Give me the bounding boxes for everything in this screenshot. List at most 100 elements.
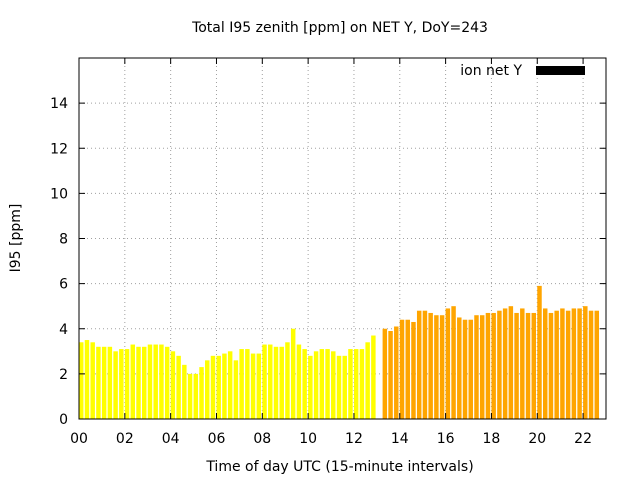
legend-swatch (536, 66, 585, 75)
bar (285, 342, 290, 419)
bar (325, 349, 330, 419)
bar (583, 306, 588, 419)
x-tick-label: 04 (162, 431, 180, 447)
bar (422, 310, 428, 419)
bar (210, 355, 216, 419)
x-tick-label: 02 (116, 431, 134, 447)
bar (434, 315, 439, 419)
bar (273, 346, 279, 419)
bar (474, 315, 479, 419)
bar (113, 351, 118, 419)
bar (577, 308, 582, 419)
bar (193, 373, 199, 419)
bar (428, 312, 433, 419)
bar (313, 351, 319, 419)
bar (319, 349, 325, 419)
bar (497, 310, 502, 419)
bar (262, 344, 267, 419)
x-tick-label: 22 (574, 431, 592, 447)
bar (457, 317, 462, 419)
bar (101, 346, 107, 419)
bar (256, 353, 262, 419)
bar (588, 310, 594, 419)
bar (365, 342, 370, 419)
bar (216, 355, 221, 419)
bar (451, 306, 456, 419)
bar (508, 306, 514, 419)
bar (296, 344, 302, 419)
bar (353, 349, 359, 419)
y-tick-label: 10 (50, 186, 68, 202)
bar (462, 319, 468, 419)
y-tick-label: 2 (59, 367, 68, 383)
bar (147, 344, 153, 419)
bar (485, 312, 491, 419)
bar (502, 308, 508, 419)
bar (548, 312, 554, 419)
bar (359, 349, 365, 419)
x-tick-label: 08 (253, 431, 271, 447)
x-tick-label: 14 (391, 431, 409, 447)
y-tick-label: 6 (59, 277, 68, 293)
x-tick-label: 12 (345, 431, 363, 447)
bar (159, 344, 164, 419)
x-tick-label: 00 (70, 431, 88, 447)
bar (124, 349, 130, 419)
bar (84, 340, 90, 419)
bar (290, 328, 296, 419)
bar (90, 342, 95, 419)
bar (153, 344, 158, 419)
bar (268, 344, 273, 419)
bar (491, 312, 496, 419)
bar (176, 355, 181, 419)
bar (479, 315, 485, 419)
bar (107, 346, 113, 419)
bar (170, 351, 176, 419)
bar (222, 353, 227, 419)
x-tick-label: 16 (437, 431, 455, 447)
x-tick-label: 10 (299, 431, 317, 447)
bar (336, 355, 342, 419)
y-axis-label: I95 [ppm] (8, 204, 24, 273)
y-tick-label: 0 (59, 412, 68, 428)
bar (571, 308, 577, 419)
bar (245, 349, 250, 419)
bar (96, 346, 101, 419)
chart-title: Total I95 zenith [ppm] on NET Y, DoY=243 (191, 20, 488, 36)
bar (164, 346, 170, 419)
bar (382, 328, 388, 419)
bar (302, 349, 307, 419)
legend-label: ion net Y (460, 63, 522, 79)
bar (531, 312, 537, 419)
bar (388, 331, 393, 419)
bar (525, 312, 531, 419)
bar (279, 346, 284, 419)
bar (520, 308, 525, 419)
bar (205, 360, 210, 419)
bar (445, 308, 451, 419)
bar (79, 342, 84, 419)
bar (182, 364, 187, 419)
bars (79, 285, 600, 419)
bar (554, 310, 559, 419)
bar (514, 312, 519, 419)
bar (542, 308, 548, 419)
y-tick-label: 4 (59, 322, 68, 338)
bar (439, 315, 445, 419)
bar (331, 351, 336, 419)
bar (227, 351, 233, 419)
x-tick-label: 20 (528, 431, 546, 447)
legend: ion net Y (460, 63, 585, 79)
bar (342, 355, 347, 419)
bar (130, 344, 136, 419)
bar (250, 353, 256, 419)
bar (468, 319, 473, 419)
bar (142, 346, 147, 419)
bar (399, 319, 405, 419)
bar (233, 360, 239, 419)
x-tick-label: 06 (208, 431, 226, 447)
bar (308, 355, 313, 419)
